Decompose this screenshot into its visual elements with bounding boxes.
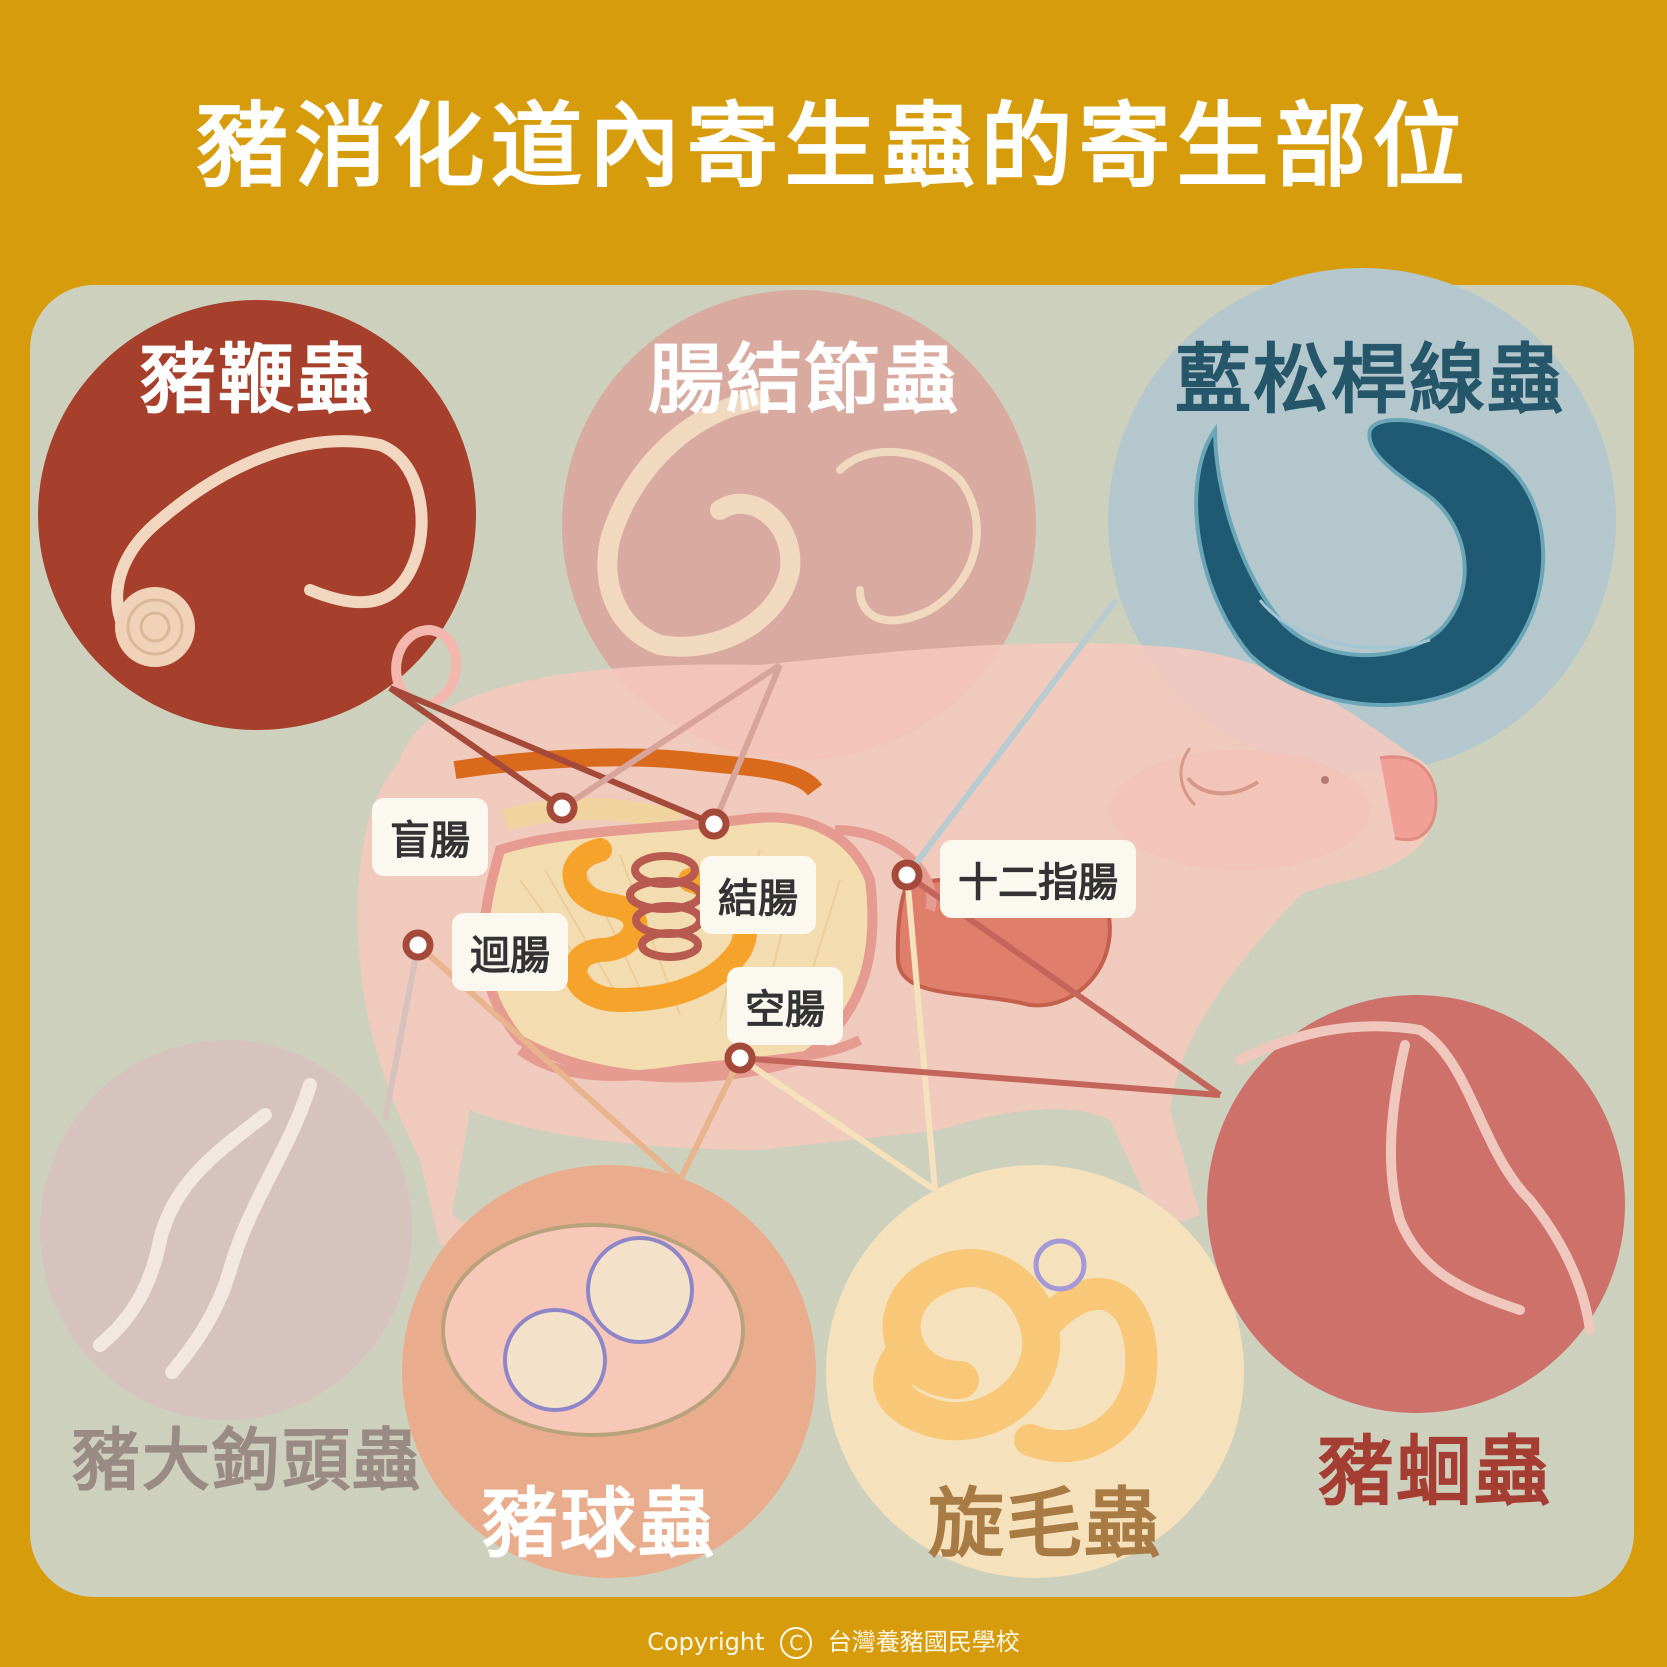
stephanurus-label: 藍松桿線蟲: [1175, 335, 1565, 424]
organ-label-cecum: 盲腸: [372, 798, 488, 876]
organ-label-colon: 結腸: [700, 856, 816, 934]
organ-label-ileum: 迴腸: [452, 913, 568, 991]
marker-ileum: [402, 929, 434, 961]
roundworm-circle: [1207, 995, 1625, 1413]
marker-duodenum: [891, 859, 923, 891]
stephanurus-illustration: [1194, 418, 1546, 707]
thorny-headed-worm-label: 豬大鉤頭蟲: [72, 1421, 423, 1501]
thorny-headed-worm-illustration: [93, 1078, 317, 1382]
coccidia-label: 豬球蟲: [482, 1479, 716, 1568]
marker-jejunum: [724, 1042, 756, 1074]
marker-cecum: [546, 792, 578, 824]
thorny-headed-worm-circle: [40, 1040, 412, 1420]
organ-label-jejunum: 空腸: [727, 967, 843, 1045]
copyright-prefix: Copyright: [647, 1628, 765, 1656]
coccidia-illustration: [441, 1223, 745, 1437]
copyright-line: Copyright C 台灣養豬國民學校: [0, 1622, 1667, 1659]
nodular-worm-label: 腸結節蟲: [648, 335, 960, 424]
whipworm-label: 豬鞭蟲: [140, 335, 374, 424]
copyright-icon: C: [780, 1627, 813, 1659]
marker-colon: [698, 808, 730, 840]
page-title: 豬消化道內寄生蟲的寄生部位: [196, 93, 1471, 200]
whipworm-illustration: [111, 435, 428, 667]
nodular-worm-illustration: [597, 390, 981, 657]
copyright-owner: 台灣養豬國民學校: [827, 1628, 1020, 1656]
trichinella-label: 旋毛蟲: [928, 1479, 1162, 1568]
roundworm-illustration: [1235, 1021, 1595, 1335]
trichinella-illustration: [873, 1238, 1158, 1463]
organ-label-duodenum: 十二指腸: [940, 840, 1136, 918]
roundworm-label: 豬蛔蟲: [1318, 1427, 1552, 1516]
whipworm-circle: [38, 300, 476, 730]
